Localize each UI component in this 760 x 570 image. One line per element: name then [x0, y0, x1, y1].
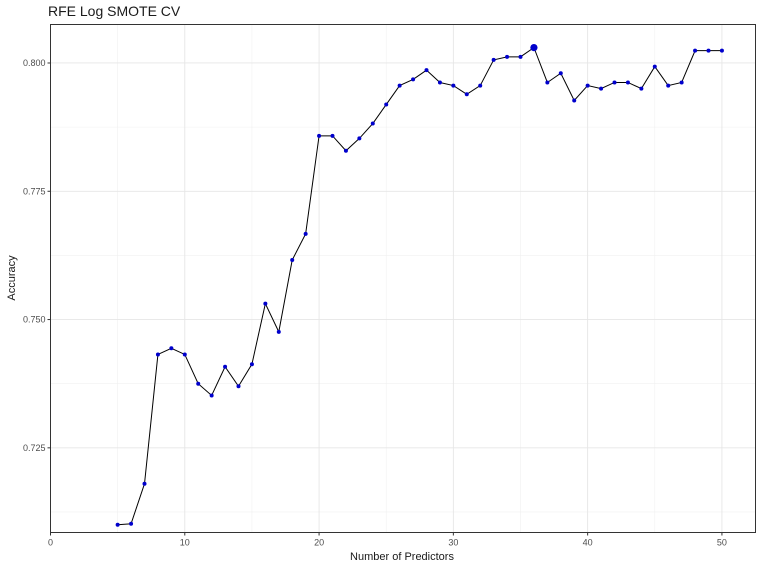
- data-point: [370, 121, 375, 126]
- data-point: [424, 68, 429, 73]
- y-tick-label: 0.725: [23, 443, 46, 453]
- data-point: [719, 48, 724, 53]
- y-tick-label: 0.750: [23, 315, 46, 325]
- data-point: [451, 83, 456, 88]
- y-axis-label: Accuracy: [6, 255, 18, 301]
- data-point: [625, 80, 630, 85]
- x-tick-label: 20: [314, 538, 324, 548]
- data-point: [397, 83, 402, 88]
- data-point: [437, 80, 442, 85]
- data-point: [223, 364, 228, 369]
- data-point: [652, 64, 657, 69]
- data-point: [129, 521, 134, 526]
- data-point: [639, 86, 644, 91]
- data-point: [115, 522, 120, 527]
- data-point: [384, 102, 389, 107]
- data-point: [693, 48, 698, 53]
- data-point: [666, 83, 671, 88]
- data-point: [142, 481, 147, 486]
- data-point: [155, 352, 160, 357]
- y-tick-label: 0.775: [23, 186, 46, 196]
- data-point: [545, 80, 550, 85]
- data-point: [263, 301, 268, 306]
- data-point: [612, 80, 617, 85]
- data-point: [303, 231, 308, 236]
- data-point: [276, 329, 281, 334]
- data-point: [706, 48, 711, 53]
- data-point: [330, 133, 335, 138]
- x-tick-label: 40: [583, 538, 593, 548]
- data-point: [317, 133, 322, 138]
- data-point: [585, 83, 590, 88]
- data-point: [558, 71, 563, 76]
- data-point: [464, 92, 469, 97]
- chart-title: RFE Log SMOTE CV: [48, 3, 181, 19]
- x-tick-label: 10: [180, 538, 190, 548]
- grid: [50, 24, 756, 533]
- data-point: [599, 86, 604, 91]
- data-layer: [115, 43, 724, 527]
- data-point: [478, 83, 483, 88]
- data-point: [290, 258, 295, 263]
- data-point: [357, 136, 362, 141]
- x-axis-label: Number of Predictors: [350, 551, 454, 563]
- x-tick-label: 30: [448, 538, 458, 548]
- data-point: [196, 381, 201, 386]
- data-point: [491, 57, 496, 62]
- data-point: [518, 54, 523, 59]
- data-point: [209, 393, 214, 398]
- axes: 0 10 20 30 40 50 0.725 0.750 0.775 0.800: [23, 58, 727, 548]
- x-tick-label: 0: [48, 538, 53, 548]
- data-point: [572, 98, 577, 103]
- data-point: [236, 384, 241, 389]
- data-point: [182, 352, 187, 357]
- data-point: [505, 54, 510, 59]
- plot-panel: [50, 24, 756, 533]
- y-tick-label: 0.800: [23, 58, 46, 68]
- data-point: [411, 77, 416, 82]
- data-point: [679, 80, 684, 85]
- data-point: [249, 362, 254, 367]
- data-point: [343, 148, 348, 153]
- series-line: [117, 46, 722, 526]
- data-point: [169, 346, 174, 351]
- x-tick-label: 50: [717, 538, 727, 548]
- best-point: [530, 43, 538, 52]
